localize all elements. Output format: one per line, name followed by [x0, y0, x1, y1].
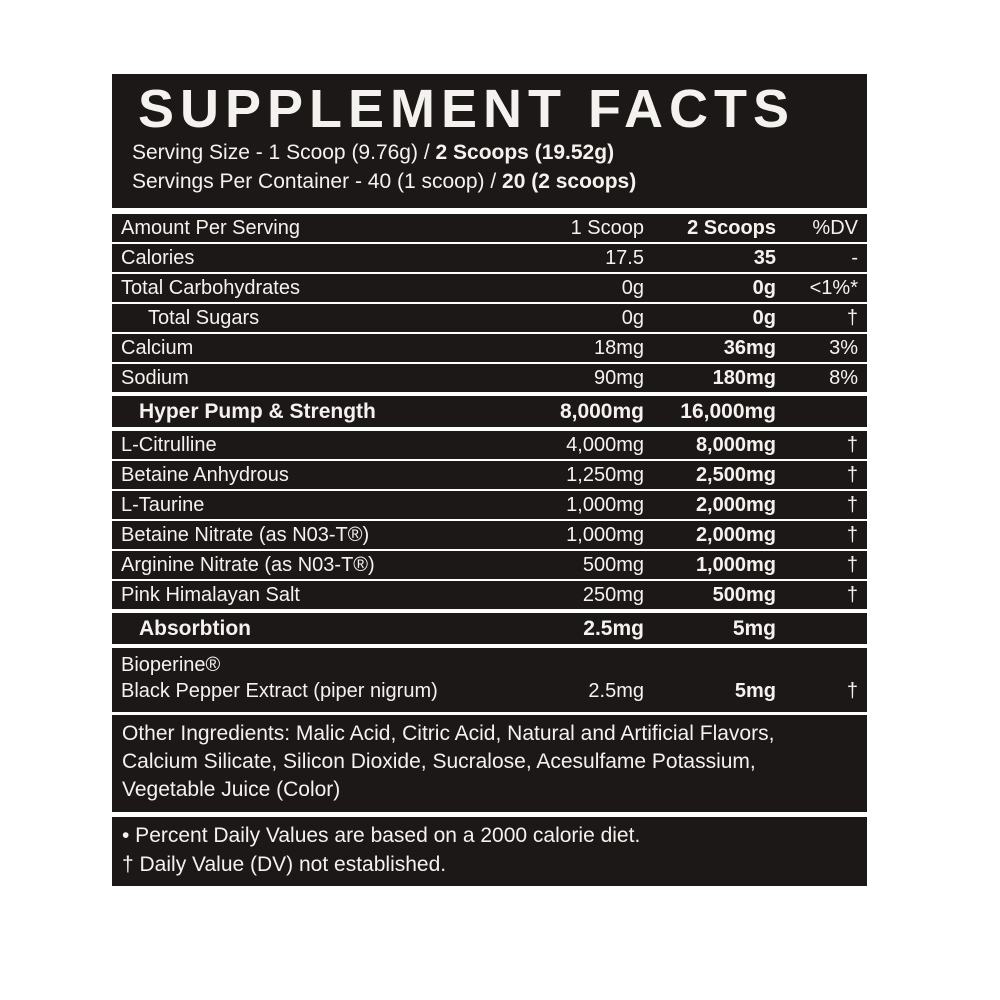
nutrient-name: Sodium [121, 366, 189, 389]
ingredient-name: Betaine Nitrate (as N03-T®) [121, 523, 370, 546]
other-ingredients-block: Other Ingredients: Malic Acid, Citric Ac… [112, 715, 867, 812]
ingredient-scoop1: 1,250mg [566, 463, 644, 486]
footnotes-block: • Percent Daily Values are based on a 20… [112, 817, 867, 886]
nutrient-name: Calories [121, 246, 195, 269]
ingredient-scoop1: 2.5mg [588, 680, 644, 702]
nutrient-scoop1: 90mg [593, 366, 644, 389]
nutrient-scoop1: 0g [621, 306, 644, 329]
nutrient-row-total-carbohydrates: Total Carbohydrates 0g 0g <1%* [112, 274, 867, 302]
ingredient-scoop2: 8,000mg [695, 433, 776, 456]
ingredient-dv: † [846, 463, 858, 486]
nutrient-scoop1: 0g [621, 276, 644, 299]
blend-scoop2: 5mg [732, 616, 776, 640]
nutrient-dv: <1%* [809, 276, 858, 299]
label-title: SUPPLEMENT FACTS [138, 79, 796, 139]
nutrient-scoop1: 17.5 [605, 246, 644, 269]
ingredient-scoop2: 2,000mg [695, 523, 776, 546]
bioperine-values-line: Black Pepper Extract (piper nigrum) 2.5m… [121, 678, 858, 705]
nutrient-row-calcium: Calcium 18mg 36mg 3% [112, 334, 867, 362]
supplement-facts-label: SUPPLEMENT FACTS Serving Size - 1 Scoop … [112, 74, 867, 886]
ingredient-scoop1: 1,000mg [566, 523, 644, 546]
ingredient-scoop1: 4,000mg [566, 433, 644, 456]
ingredient-scoop2: 5mg [734, 680, 776, 702]
ingredient-dv: † [846, 583, 858, 606]
column-1-scoop: 1 Scoop [570, 216, 644, 239]
ingredient-scoop1: 500mg [582, 553, 644, 576]
nutrient-row-sodium: Sodium 90mg 180mg 8% [112, 364, 867, 392]
column-dv: %DV [812, 216, 858, 239]
ingredient-name: Black Pepper Extract (piper nigrum) [121, 680, 438, 702]
nutrient-scoop1: 18mg [593, 336, 644, 359]
bioperine-brand-name: Bioperine® [121, 654, 221, 676]
servings-bold-text: 20 (2 scoops) [502, 170, 637, 193]
blend-scoop1: 8,000mg [559, 399, 644, 423]
ingredient-dv: † [846, 433, 858, 456]
ingredient-name: Betaine Anhydrous [121, 463, 289, 486]
ingredient-scoop2: 500mg [712, 583, 776, 606]
ingredient-dv: † [846, 553, 858, 576]
ingredient-scoop2: 2,500mg [695, 463, 776, 486]
ingredient-dv: † [846, 523, 858, 546]
ingredient-scoop1: 250mg [582, 583, 644, 606]
ingredient-dv: † [846, 493, 858, 516]
nutrient-dv: † [846, 306, 858, 329]
footnote-percent-daily-values: • Percent Daily Values are based on a 20… [122, 824, 641, 847]
column-amount-per-serving: Amount Per Serving [121, 216, 300, 239]
nutrient-scoop2: 0g [752, 276, 776, 299]
serving-size-text: Serving Size - 1 Scoop (9.76g) / [132, 141, 436, 164]
servings-text: Servings Per Container - 40 (1 scoop) / [132, 170, 503, 193]
ingredient-row-betaine-anhydrous: Betaine Anhydrous 1,250mg 2,500mg † [112, 461, 867, 489]
ingredient-name: Pink Himalayan Salt [121, 583, 300, 606]
nutrient-dv: - [851, 246, 858, 269]
nutrient-name: Total Sugars [148, 306, 260, 329]
ingredient-dv: † [846, 680, 858, 702]
ingredient-row-arginine-nitrate: Arginine Nitrate (as N03-T®) 500mg 1,000… [112, 551, 867, 579]
nutrient-row-total-sugars: Total Sugars 0g 0g † [112, 304, 867, 332]
ingredient-name: Arginine Nitrate (as N03-T®) [121, 553, 375, 576]
ingredient-scoop1: 1,000mg [566, 493, 644, 516]
ingredient-row-bioperine: Bioperine® Black Pepper Extract (piper n… [112, 648, 867, 712]
nutrient-dv: 8% [829, 366, 858, 389]
nutrient-scoop2: 0g [752, 306, 776, 329]
ingredient-row-pink-himalayan-salt: Pink Himalayan Salt 250mg 500mg † [112, 581, 867, 609]
header-block: SUPPLEMENT FACTS Serving Size - 1 Scoop … [112, 74, 867, 208]
footnote-dv-not-established: † Daily Value (DV) not established. [122, 853, 447, 876]
ingredient-name: L-Citrulline [121, 433, 217, 456]
nutrient-scoop2: 36mg [723, 336, 776, 359]
blend-name: Hyper Pump & Strength [139, 399, 376, 423]
blend-header-hyper-pump-strength: Hyper Pump & Strength 8,000mg 16,000mg [112, 396, 867, 427]
serving-size-line: Serving Size - 1 Scoop (9.76g) / 2 Scoop… [130, 138, 855, 167]
ingredient-row-l-citrulline: L-Citrulline 4,000mg 8,000mg † [112, 431, 867, 459]
blend-header-absorbtion: Absorbtion 2.5mg 5mg [112, 613, 867, 644]
nutrient-row-calories: Calories 17.5 35 - [112, 244, 867, 272]
nutrient-scoop2: 180mg [712, 366, 776, 389]
blend-name: Absorbtion [139, 616, 251, 640]
nutrient-dv: 3% [829, 336, 858, 359]
other-ingredients-text: Other Ingredients: Malic Acid, Citric Ac… [122, 722, 775, 801]
ingredient-scoop2: 2,000mg [695, 493, 776, 516]
servings-per-container-line: Servings Per Container - 40 (1 scoop) / … [130, 167, 855, 196]
ingredient-scoop2: 1,000mg [695, 553, 776, 576]
column-header-row: Amount Per Serving 1 Scoop 2 Scoops %DV [112, 214, 867, 242]
blend-scoop2: 16,000mg [680, 399, 776, 423]
ingredient-row-betaine-nitrate: Betaine Nitrate (as N03-T®) 1,000mg 2,00… [112, 521, 867, 549]
blend-scoop1: 2.5mg [583, 616, 644, 640]
ingredient-name: L-Taurine [121, 493, 205, 516]
nutrient-scoop2: 35 [753, 246, 776, 269]
ingredient-row-l-taurine: L-Taurine 1,000mg 2,000mg † [112, 491, 867, 519]
serving-size-bold-text: 2 Scoops (19.52g) [435, 141, 615, 164]
nutrient-name: Calcium [121, 336, 194, 359]
column-2-scoops: 2 Scoops [687, 216, 776, 239]
nutrient-name: Total Carbohydrates [121, 276, 300, 299]
